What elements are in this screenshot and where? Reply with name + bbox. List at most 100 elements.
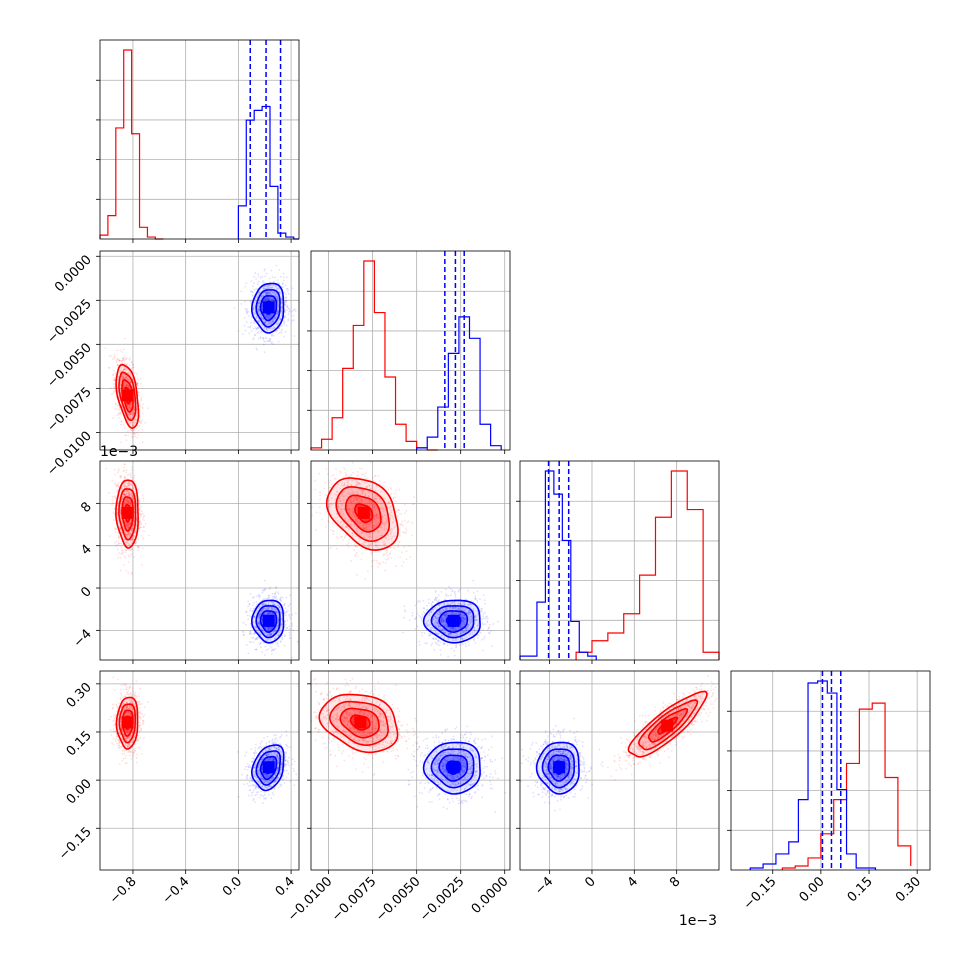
- scatter-point: [243, 325, 246, 327]
- scatter-point: [135, 516, 138, 519]
- scatter-point: [262, 318, 265, 320]
- scatter-point: [274, 294, 277, 297]
- scatter-point: [140, 535, 143, 537]
- scatter-point: [123, 493, 125, 496]
- scatter-point: [121, 350, 124, 353]
- scatter-point: [268, 298, 270, 301]
- scatter-point: [399, 523, 401, 525]
- scatter-point: [345, 474, 348, 476]
- scatter-point: [352, 472, 355, 474]
- scatter-point: [125, 569, 128, 572]
- scatter-point: [380, 503, 382, 505]
- scatter-point: [140, 513, 143, 516]
- scatter-point: [251, 316, 253, 319]
- scatter-point: [115, 544, 117, 547]
- scatter-point: [250, 315, 253, 318]
- scatter-point: [255, 316, 258, 319]
- scatter-point: [257, 617, 260, 620]
- scatter-point: [365, 526, 367, 529]
- scatter-point: [247, 315, 250, 317]
- scatter-point: [263, 322, 266, 324]
- scatter-point: [260, 610, 262, 613]
- scatter-point: [430, 602, 433, 605]
- scatter-point: [128, 407, 131, 410]
- scatter-point: [115, 484, 118, 487]
- scatter-point: [253, 615, 255, 618]
- scatter-point: [374, 489, 377, 492]
- scatter-point: [277, 611, 279, 614]
- scatter-point: [328, 504, 330, 506]
- scatter-point: [401, 523, 403, 526]
- scatter-point: [343, 466, 345, 469]
- scatter-point: [268, 628, 270, 631]
- scatter-point: [254, 627, 257, 629]
- scatter-point: [257, 310, 260, 313]
- scatter-point: [121, 370, 123, 373]
- scatter-point: [271, 327, 274, 330]
- scatter-point: [348, 513, 351, 515]
- scatter-point: [278, 631, 281, 634]
- scatter-point: [268, 635, 271, 638]
- scatter-point: [340, 508, 342, 511]
- scatter-point: [257, 319, 260, 322]
- scatter-point: [139, 378, 142, 380]
- scatter-point: [266, 292, 269, 295]
- scatter-point: [339, 470, 341, 473]
- scatter-point: [335, 516, 337, 519]
- scatter-point: [128, 358, 131, 361]
- scatter-point: [127, 379, 130, 382]
- scatter-point: [346, 484, 349, 487]
- scatter-point: [125, 499, 128, 501]
- scatter-point: [121, 498, 123, 501]
- scatter-point: [383, 485, 386, 488]
- scatter-point: [271, 291, 274, 294]
- scatter-point: [264, 300, 267, 302]
- scatter-point: [120, 569, 122, 572]
- scatter-point: [256, 638, 258, 641]
- scatter-point: [116, 407, 118, 410]
- scatter-point: [354, 545, 357, 548]
- scatter-point: [283, 310, 286, 313]
- scatter-point: [275, 642, 277, 644]
- scatter-point: [252, 641, 255, 644]
- scatter-point: [124, 383, 126, 386]
- scatter-point: [367, 543, 370, 546]
- scatter-point: [127, 533, 130, 536]
- scatter-point: [123, 383, 125, 385]
- scatter-point: [343, 508, 346, 511]
- scatter-point: [369, 487, 372, 490]
- scatter-point: [360, 531, 363, 533]
- scatter-point: [377, 562, 379, 564]
- scatter-point: [118, 359, 121, 362]
- scatter-point: [314, 479, 316, 482]
- scatter-point: [270, 649, 273, 652]
- scatter-point: [276, 298, 279, 301]
- scatter-point: [271, 649, 274, 651]
- scatter-point: [120, 531, 123, 534]
- scatter-point: [125, 502, 128, 505]
- scatter-point: [366, 485, 368, 488]
- scatter-point: [125, 522, 128, 525]
- scatter-point: [289, 628, 292, 630]
- scatter-point: [133, 408, 136, 411]
- contour-b-1: [259, 610, 278, 634]
- scatter-point: [113, 495, 116, 498]
- scatter-point: [270, 627, 273, 630]
- scatter-point: [266, 296, 269, 299]
- scatter-point: [264, 588, 267, 590]
- scatter-point: [133, 419, 136, 422]
- scatter-point: [254, 648, 257, 651]
- scatter-point: [131, 429, 134, 432]
- scatter-point: [258, 623, 261, 626]
- scatter-point: [263, 287, 266, 290]
- scatter-point: [254, 312, 256, 314]
- scatter-point: [266, 608, 268, 611]
- scatter-point: [105, 467, 107, 470]
- scatter-point: [251, 293, 254, 296]
- scatter-point: [339, 499, 342, 502]
- scatter-point: [123, 555, 126, 557]
- scatter-point: [140, 513, 142, 515]
- scatter-point: [268, 277, 271, 280]
- scatter-point: [276, 297, 278, 300]
- scatter-point: [119, 490, 122, 493]
